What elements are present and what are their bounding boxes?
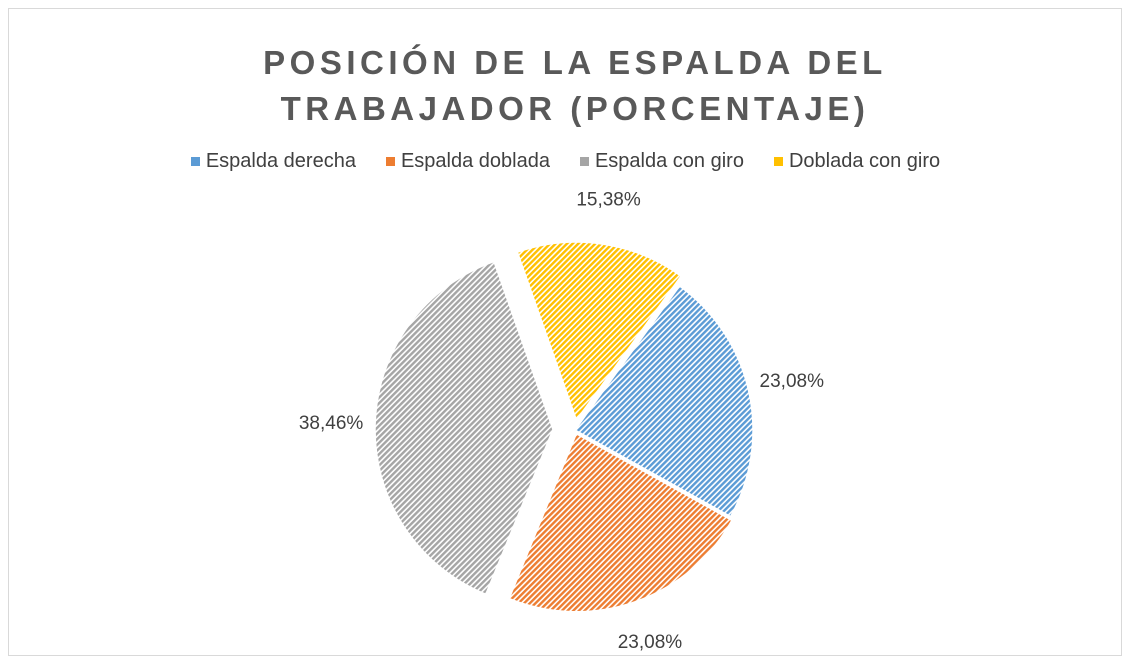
legend-label: Espalda doblada [400, 150, 550, 172]
legend: Espalda derecha Espalda doblada Espalda co… [0, 150, 1131, 173]
pie-slice [516, 241, 683, 422]
legend-label: Doblada con giro [788, 150, 941, 172]
data-label: 38,46% [299, 413, 364, 434]
data-label: 23,08% [760, 371, 825, 392]
chart-title: POSICIÓN DE LA ESPALDA DEL TRABAJADOR (P… [263, 44, 887, 127]
legend-label: Espalda con giro [594, 150, 744, 172]
legend-item: Doblada con giro [773, 150, 941, 173]
pie-slice [374, 260, 554, 596]
legend-label: Espalda derecha [205, 150, 356, 172]
legend-swatch [190, 157, 200, 166]
legend-swatch [773, 157, 783, 166]
data-label: 23,08% [618, 632, 683, 653]
data-label: 15,38% [576, 189, 641, 210]
pie-slice [508, 432, 733, 613]
legend-swatch [579, 157, 589, 166]
legend-item: Espalda derecha [190, 150, 356, 173]
legend-item: Espalda doblada [385, 150, 550, 173]
legend-item: Espalda con giro [579, 150, 744, 173]
legend-swatch [385, 157, 395, 166]
chart-frame [8, 8, 1122, 656]
pie-slice [573, 284, 754, 518]
